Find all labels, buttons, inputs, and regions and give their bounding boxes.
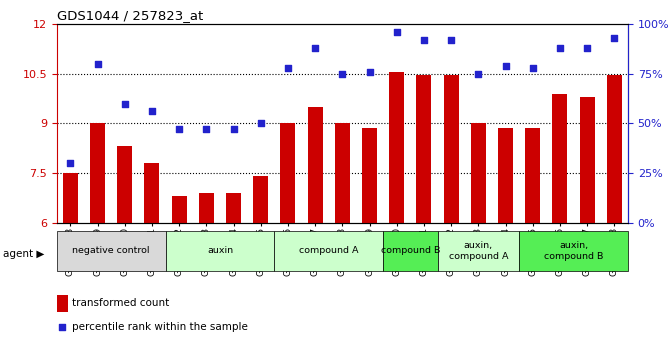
Bar <box>552 93 567 223</box>
Bar <box>253 176 269 223</box>
Point <box>310 45 321 51</box>
Bar <box>335 124 350 223</box>
Point <box>554 45 565 51</box>
Text: GDS1044 / 257823_at: GDS1044 / 257823_at <box>57 9 203 22</box>
Point <box>120 101 130 106</box>
Point <box>473 71 484 77</box>
Bar <box>580 97 595 223</box>
Point <box>228 127 239 132</box>
Text: negative control: negative control <box>72 246 150 256</box>
Text: compound A: compound A <box>299 246 359 256</box>
Point <box>446 37 456 43</box>
Bar <box>226 193 241 223</box>
Bar <box>519 231 628 271</box>
Text: auxin,
compound A: auxin, compound A <box>449 241 508 261</box>
Text: percentile rank within the sample: percentile rank within the sample <box>72 323 248 333</box>
Bar <box>57 295 67 312</box>
Bar <box>525 128 540 223</box>
Bar <box>172 196 186 223</box>
Bar <box>308 107 323 223</box>
Text: auxin: auxin <box>207 246 233 256</box>
Point <box>92 61 103 67</box>
Point <box>65 160 75 166</box>
Text: agent ▶: agent ▶ <box>3 249 45 258</box>
Point <box>528 65 538 71</box>
Bar <box>57 231 166 271</box>
Point <box>500 63 511 69</box>
Bar <box>444 76 459 223</box>
Text: compound B: compound B <box>381 246 440 256</box>
Point <box>201 127 212 132</box>
Point <box>582 45 593 51</box>
Bar <box>281 124 295 223</box>
Bar <box>199 193 214 223</box>
Text: transformed count: transformed count <box>72 298 169 308</box>
Text: auxin,
compound B: auxin, compound B <box>544 241 603 261</box>
Point <box>147 109 158 114</box>
Bar <box>416 76 432 223</box>
Bar <box>471 124 486 223</box>
Bar <box>383 231 438 271</box>
Bar <box>166 231 275 271</box>
Bar <box>362 128 377 223</box>
Point <box>283 65 293 71</box>
Bar <box>438 231 519 271</box>
Bar <box>118 147 132 223</box>
Point <box>609 35 620 41</box>
Point <box>364 69 375 75</box>
Point <box>419 37 430 43</box>
Bar <box>63 173 78 223</box>
Bar <box>607 76 622 223</box>
Point <box>255 121 266 126</box>
Point <box>337 71 347 77</box>
Bar <box>498 128 513 223</box>
Bar <box>275 231 383 271</box>
Bar <box>389 72 404 223</box>
Point <box>174 127 184 132</box>
Point <box>401 215 412 220</box>
Bar <box>90 124 105 223</box>
Bar <box>144 163 160 223</box>
Point <box>391 29 402 35</box>
